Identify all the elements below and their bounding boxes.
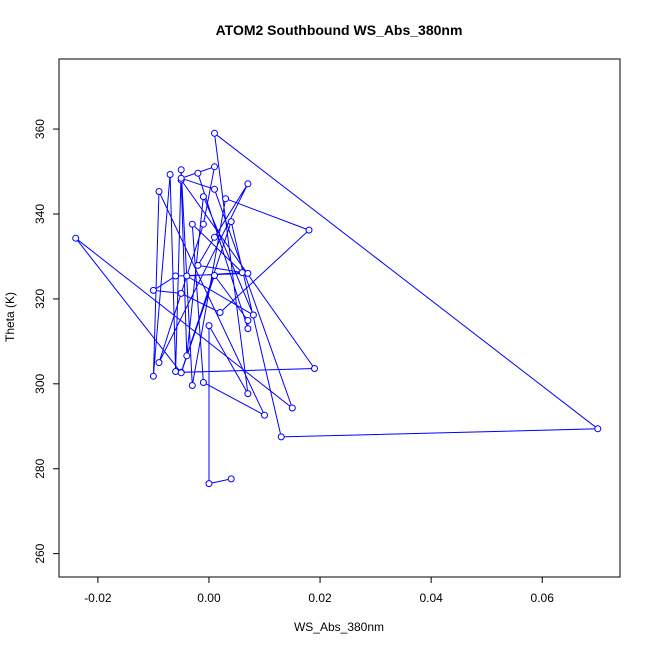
data-point [244,317,252,324]
data-point [177,289,185,297]
x-axis: -0.02 0.00 0.02 0.04 0.06 [84,577,554,605]
x-tick-label: 0.06 [531,591,555,605]
data-point [72,234,80,242]
data-series [72,129,602,488]
data-point [205,322,213,330]
x-tick-label: 0.02 [308,591,332,605]
data-point [199,193,207,201]
data-point [183,352,191,360]
data-point [216,309,224,316]
data-point [244,390,252,398]
data-point [227,218,235,226]
x-tick-label: 0.04 [419,591,443,605]
data-point [183,272,191,280]
data-point [177,166,185,174]
data-point [305,226,313,234]
data-point [199,220,207,228]
data-point [155,188,163,195]
y-tick-label: 320 [33,289,47,309]
x-tick-label: -0.02 [84,591,112,605]
data-point [177,174,185,182]
data-point [194,169,202,177]
data-point [188,382,196,389]
data-point [199,379,207,386]
data-point [244,325,252,333]
data-point [177,369,185,377]
data-point [166,171,174,178]
data-point [244,269,252,277]
y-tick-label: 340 [33,204,47,224]
data-point [244,180,252,188]
data-point [227,475,235,483]
data-point [205,480,213,488]
data-point [594,425,602,433]
y-tick-label: 300 [33,373,47,393]
data-point [172,368,180,375]
data-point [211,233,218,241]
data-point [311,365,318,372]
plot-frame [58,58,621,578]
y-tick-label: 280 [33,458,47,478]
data-point [249,311,257,319]
data-point [172,272,180,280]
data-point [288,404,296,412]
data-point [261,411,268,419]
y-axis-label: Theta (K) [3,292,17,342]
data-point [222,195,230,203]
data-point [211,163,218,171]
y-axis: 260 280 300 320 340 360 [33,119,59,564]
x-axis-label: WS_Abs_380nm [294,620,384,634]
y-tick-label: 260 [33,543,47,563]
data-point [238,269,246,277]
data-point [194,261,202,269]
data-point [149,372,157,380]
data-point [211,185,218,193]
x-tick-label: 0.00 [197,591,221,605]
data-point [211,129,218,137]
data-point [149,286,157,294]
data-point [211,272,218,279]
y-tick-label: 360 [33,119,47,139]
data-point [188,220,196,228]
data-point [277,433,285,441]
data-point [155,359,163,367]
chart-title: ATOM2 Southbound WS_Abs_380nm [216,22,463,38]
